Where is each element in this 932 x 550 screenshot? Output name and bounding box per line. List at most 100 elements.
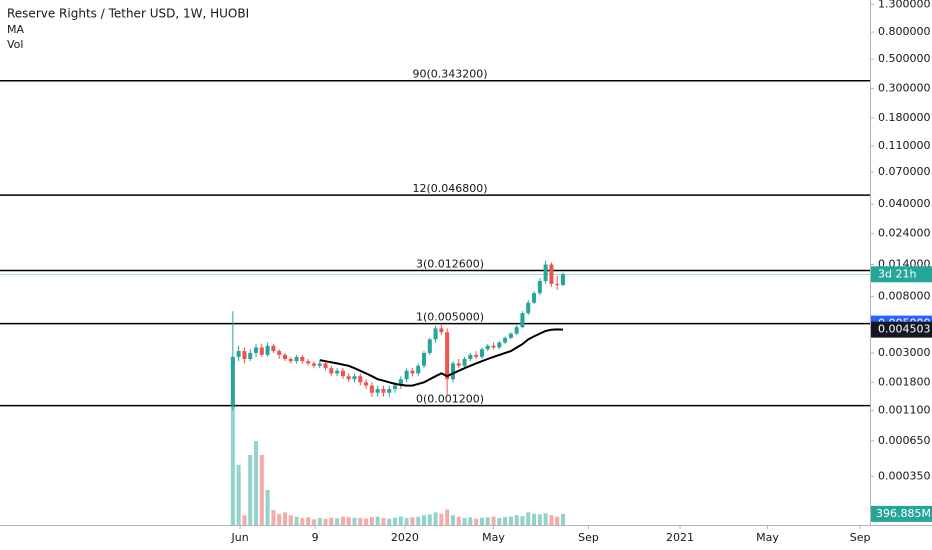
volume-bar [393,517,398,525]
y-tick-label: 0.040000 [878,197,931,210]
candle-body [364,382,369,386]
candle-body [369,385,374,393]
x-tick-label: Sep [578,531,599,544]
y-tick-label: 0.180000 [878,111,931,124]
volume-bar [323,518,328,525]
candle-body [294,356,299,362]
candle-body [236,351,241,357]
candle-body [335,370,340,374]
candle-body [508,333,513,338]
candle-body [300,356,305,362]
x-tick-label: 2020 [391,531,419,544]
y-tick-label: 0.001800 [878,375,931,388]
price-tag-label: 0.004503 [878,323,931,336]
volume-bar [503,517,508,525]
volume-bar [375,516,380,525]
candle-body [323,363,328,369]
volume-bar [311,519,316,525]
x-tick-label: Jun [230,531,248,544]
candle-body [503,337,508,343]
candle-body [439,328,444,333]
candle-body [456,363,461,366]
candle-body [433,328,438,340]
volume-bar [306,517,311,525]
candle-body [410,370,415,374]
y-tick-label: 0.000650 [878,434,931,447]
candle-body [282,354,288,360]
volume-bar [427,514,432,525]
volume-tag-label: 396.885M [876,507,931,520]
volume-bar [277,513,282,525]
candle-body [491,345,496,348]
candle-body [543,264,548,282]
volume-bar [450,515,455,525]
candle-body [265,345,270,355]
price-tag-label: 3d 21h [878,267,916,280]
volume-bar [410,517,415,525]
volume-bar [230,404,235,525]
y-tick-label: 1.300000 [878,0,931,10]
candle-body [427,339,432,353]
volume-bar [485,517,490,525]
candle-body [514,327,519,334]
volume-bar [520,516,525,525]
volume-bar [381,518,386,525]
volume-bar [300,518,305,525]
candle-body [259,347,264,355]
candle-body [271,345,276,352]
candle-body [277,351,282,355]
level-label: 3(0.012600) [416,258,484,271]
volume-bar [514,515,519,525]
price-tag [871,266,932,283]
volume-bar [537,514,542,525]
volume-bar [236,464,241,525]
candle-body [537,281,542,294]
volume-bar [253,441,259,525]
volume-bar [474,518,479,525]
candle-body [398,379,403,386]
candle-body [485,345,490,350]
candle-body [311,363,316,366]
candle-body [340,370,345,377]
y-tick-label: 0.800000 [878,25,931,38]
candle-body [479,349,484,357]
volume-bar [271,510,276,525]
candle-body [555,283,560,285]
volume-bar [416,516,421,525]
volume-bar [439,513,444,525]
candle-body [520,313,525,328]
volume-bar [508,516,513,525]
volume-bar [364,518,369,525]
candle-body [381,389,386,393]
candle-body [468,354,473,360]
axis-bg [871,0,932,525]
volume-bar [352,517,357,525]
candle-body [346,376,351,380]
volume-bar [358,518,363,525]
volume-bar [317,518,322,525]
level-label: 0(0.001200) [416,393,484,406]
volume-bar [369,517,374,525]
price-tag [871,321,932,338]
volume-bar [404,518,409,525]
volume-bar [242,515,247,525]
candle-body [497,342,502,348]
x-tick-label: May [756,531,779,544]
volume-bar [497,518,502,525]
volume-bar [346,517,351,525]
candle-body [462,359,467,366]
y-tick-label: 0.001100 [878,404,931,417]
y-tick-label: 0.003000 [878,346,931,359]
volume-bar [421,515,427,525]
y-tick-label: 0.000350 [878,469,931,482]
volume-bar [560,513,566,525]
x-tick-label: 9 [312,531,319,544]
y-tick-label: 0.300000 [878,81,931,94]
candle-body [393,385,398,390]
ma-line [319,328,564,387]
x-tick-label: May [482,531,505,544]
x-tick-label: 2021 [666,531,694,544]
y-tick-label: 0.008000 [878,290,931,303]
candle-body [416,365,421,374]
